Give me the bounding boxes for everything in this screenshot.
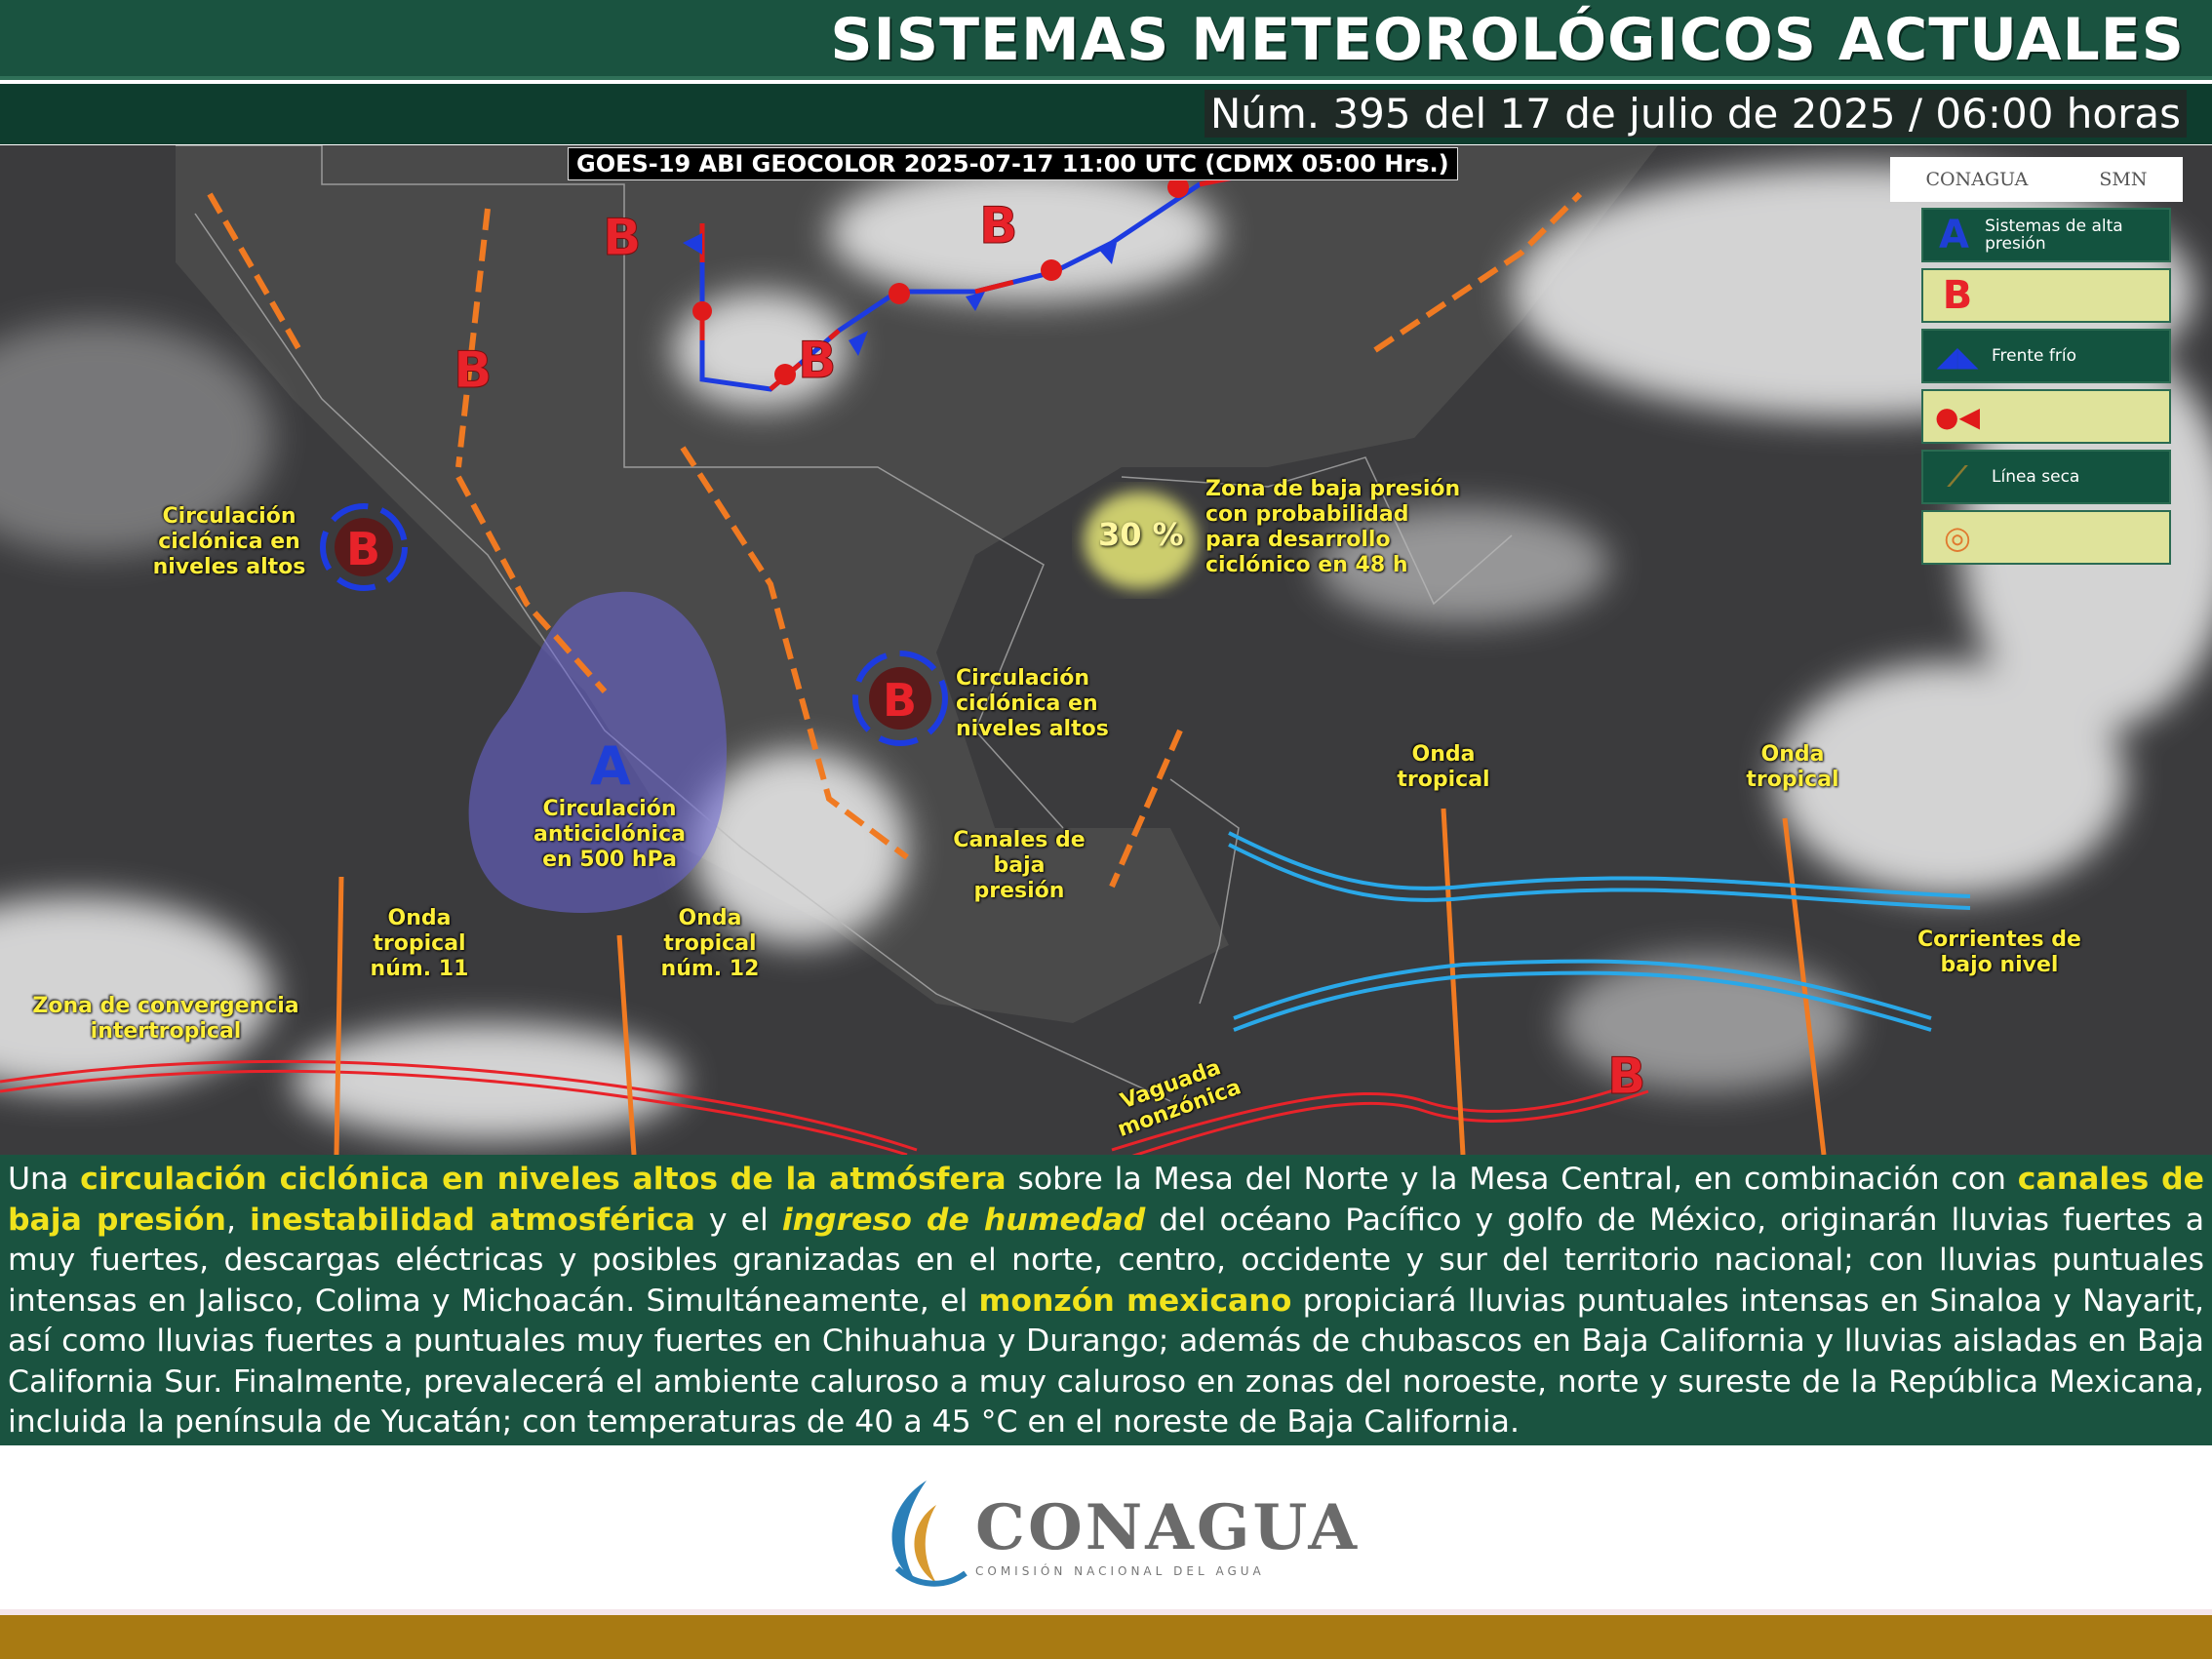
troughs	[207, 191, 1583, 889]
bulletin-text: Una circulación ciclónica en niveles alt…	[0, 1155, 2212, 1445]
legend-item-cold-front: ◢◣ Frente frío	[1921, 329, 2171, 383]
label-anticyclone: Circulación anticiclónica en 500 hPa	[533, 797, 686, 872]
legend-logo-conagua: CONAGUA	[1925, 169, 2029, 190]
itcz-lines	[0, 1059, 1649, 1155]
bulletin-highlight: ingreso de humedad	[781, 1202, 1146, 1238]
bulletin-segment: del océano Pacífico y golfo de México, o…	[8, 1202, 2205, 1319]
legend-item-tropical-cyclone: ◎	[1921, 510, 2171, 565]
stationary-front-icon: ●◀	[1935, 400, 1980, 433]
bulletin-highlight: circulación ciclónica en niveles altos d…	[80, 1162, 1007, 1197]
fronts	[683, 172, 1249, 392]
footer-gold-band	[0, 1615, 2212, 1659]
bulletin-segment: y el	[694, 1202, 782, 1238]
label-wave-b: Onda tropical	[1746, 742, 1839, 792]
low-symbol: B	[798, 332, 837, 390]
header-title-band: SISTEMAS METEOROLÓGICOS ACTUALES	[0, 0, 2212, 80]
label-itcz: Zona de convergencia intertropical	[32, 994, 299, 1044]
bulletin-highlight: canales de baja presión	[8, 1162, 2204, 1238]
label-ccna-west: Circulación ciclónica en niveles altos	[152, 504, 306, 579]
high-pressure-blob	[468, 591, 727, 913]
footer: CONAGUA COMISIÓN NACIONAL DEL AGUA	[0, 1446, 2212, 1612]
label-wave-a: Onda tropical	[1397, 742, 1490, 792]
bulletin-number-date: Núm. 395 del 17 de julio de 2025 / 06:00…	[1204, 90, 2187, 138]
label-wave-11: Onda tropical núm. 11	[370, 906, 469, 981]
yellow-low-zone	[1084, 492, 1197, 589]
ccna-west-symbol: B	[320, 503, 408, 591]
legend-logo-smn: SMN	[2099, 169, 2148, 190]
low-symbol: B	[1607, 1047, 1646, 1106]
legend: CONAGUA SMN A Sistemas de alta presión B …	[1890, 157, 2183, 565]
bulletin-segment: propiciará lluvias puntuales intensas en…	[8, 1283, 2204, 1441]
label-channels: Canales de baja presión	[953, 828, 1086, 903]
tropical-cyclone-icon: ◎	[1944, 519, 1971, 556]
satellite-map: B B B B B B B A GOES-19 ABI GEOCOLOR 202…	[0, 145, 2212, 1155]
label-wave-12: Onda tropical núm. 12	[660, 906, 760, 981]
legend-item-dry-line: ⟋ Línea seca	[1921, 450, 2171, 504]
low-level-currents	[1228, 831, 1971, 1032]
header-subtitle-band: Núm. 395 del 17 de julio de 2025 / 06:00…	[0, 84, 2212, 144]
bulletin-segment: Una	[8, 1162, 81, 1197]
page-title: SISTEMAS METEOROLÓGICOS ACTUALES	[830, 6, 2185, 74]
cold-front-icon: ◢◣	[1936, 339, 1979, 373]
legend-item-high: A Sistemas de alta presión	[1921, 208, 2171, 262]
low-pressure-icon: B	[1942, 273, 1973, 318]
label-currents: Corrientes de bajo nivel	[1917, 928, 2081, 977]
high-pressure-icon: A	[1939, 213, 1970, 257]
satellite-caption: GOES-19 ABI GEOCOLOR 2025-07-17 11:00 UT…	[568, 147, 1458, 180]
label-ccna-center: Circulación ciclónica en niveles altos	[956, 666, 1109, 741]
low-pressure-symbols: B B B B B	[454, 197, 1647, 1107]
low-symbol: B	[979, 197, 1018, 256]
legend-item-stationary-front: ●◀	[1921, 389, 2171, 444]
legend-item-low: B	[1921, 268, 2171, 323]
low-zone-probability: 30 %	[1098, 516, 1184, 553]
bulletin-segment: ,	[225, 1202, 251, 1238]
bulletin-highlight: inestabilidad atmosférica	[250, 1202, 695, 1238]
tropical-waves	[334, 808, 1827, 1155]
ccna-center-symbol: B	[852, 651, 948, 746]
label-low-zone: Zona de baja presión con probabilidad pa…	[1205, 477, 1461, 577]
footer-divider	[0, 1609, 2212, 1615]
low-symbol: B	[454, 341, 493, 400]
land-shading	[176, 145, 1658, 1023]
svg-text:B: B	[346, 523, 380, 575]
bulletin-highlight: monzón mexicano	[978, 1283, 1292, 1319]
conagua-emblem-icon	[891, 1481, 968, 1587]
bulletin-segment: sobre la Mesa del Norte y la Mesa Centra…	[1006, 1162, 2018, 1197]
conagua-logo: CONAGUA COMISIÓN NACIONAL DEL AGUA	[868, 1476, 1360, 1593]
legend-logos: CONAGUA SMN	[1890, 157, 2183, 202]
logo-name: CONAGUA	[975, 1490, 1360, 1564]
svg-text:B: B	[883, 674, 917, 727]
low-symbol: B	[603, 209, 642, 267]
logo-subtitle: COMISIÓN NACIONAL DEL AGUA	[975, 1563, 1265, 1578]
dry-line-icon: ⟋	[1948, 460, 1967, 493]
map-graphics: B B B B B B B A	[0, 145, 2212, 1155]
high-symbol: A	[590, 735, 631, 797]
